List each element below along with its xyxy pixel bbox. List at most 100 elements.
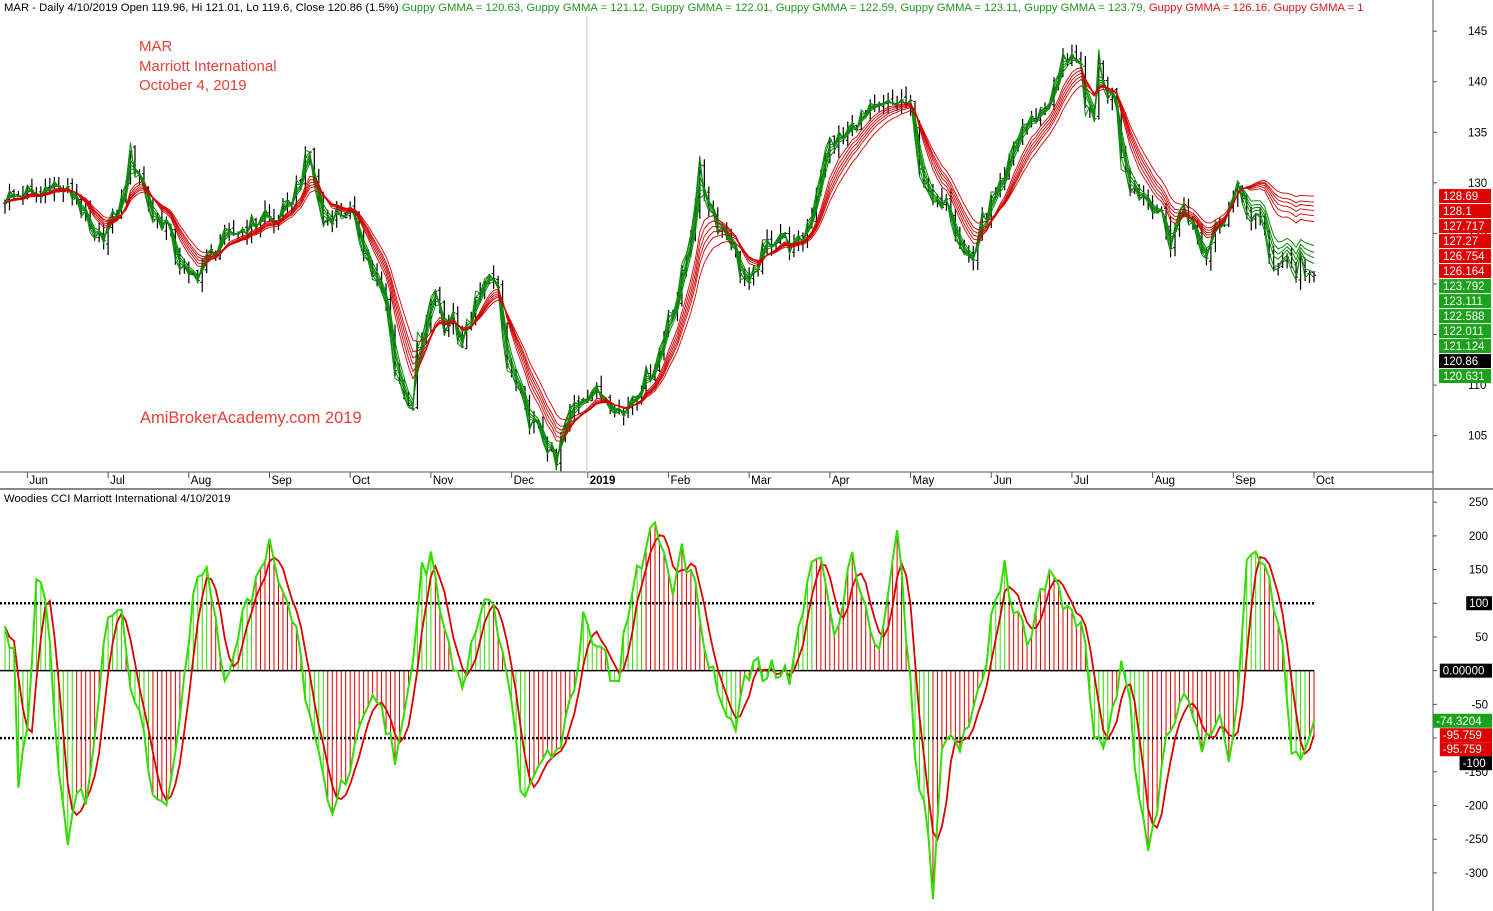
price-label-box [1439,309,1491,324]
price-tick-label: 140 [1468,77,1487,89]
price-label-box [1439,264,1491,279]
month-label: Mar [751,475,771,487]
cci-label-box [1466,596,1492,611]
cci-label-text: -100 [1463,758,1486,770]
month-label: May [913,475,935,487]
cci-label-box [1439,728,1492,743]
price-tick-label: 145 [1468,26,1487,38]
month-label: Aug [191,475,211,487]
month-label: Jun [993,475,1012,487]
price-tick-label: 130 [1468,178,1487,190]
header-gmma-4: Guppy GMMA = 123.11, [900,2,1024,14]
cci-tick-label: -300 [1465,868,1488,880]
price-x-ticks: Jun Jul Aug Sep Oct Nov Dec 2019 Feb Mar Apr May Jun… [26,16,1335,487]
price-label-text: 127.27 [1443,236,1478,248]
price-label-text: 120.631 [1443,371,1485,383]
gmma-line-60 [4,85,1315,421]
cci-label-text: -95.759 [1443,744,1482,756]
price-header-prefix: MAR - Daily 4/10/2019 Open 119.96, Hi 12… [4,2,402,14]
cci-tick-label: 200 [1469,531,1488,543]
cci-lines [4,520,1315,900]
month-label: Dec [514,475,535,487]
price-label-text: 121.124 [1443,341,1485,353]
watermark-site: AmiBrokerAcademy.com 2019 [140,409,362,427]
cci-tick-label: -50 [1471,699,1488,711]
cci-tick-label: -250 [1465,834,1488,846]
price-label-box [1439,279,1491,294]
cci-tick-label: 50 [1475,632,1488,644]
price-header: MAR - Daily 4/10/2019 Open 119.96, Hi 12… [4,2,1364,14]
cci-label-box [1439,742,1492,757]
cci-label-text: -74.3204 [1436,716,1482,728]
gmma-lines [4,49,1315,470]
price-value-labels: 128.69 128.1 127.717 127.27 126.754 126.164 12… [1439,189,1491,384]
watermark-company: Marriott International [139,58,277,75]
cci-panel: Woodies CCI Marriott International 4/10/… [0,490,1492,911]
price-label-box [1439,249,1491,264]
month-label: Jun [29,475,48,487]
gmma-line-15 [4,59,1315,456]
cci-value-labels: 100 0.00000 -74.3204 -95.759 -95.759 -100 [1433,596,1492,771]
cci-label-text: -95.759 [1443,730,1482,742]
price-label-text: 126.754 [1443,251,1485,263]
cci-label-text: 0.00000 [1443,666,1485,678]
price-label-text: 122.588 [1443,311,1485,323]
price-label-box [1439,189,1491,204]
price-label-text: 128.1 [1443,206,1472,218]
month-label: Oct [1316,475,1335,487]
cci-label-box [1459,756,1492,771]
gmma-line-50 [4,78,1315,427]
price-label-text: 127.717 [1443,221,1485,233]
price-label-box [1439,369,1491,384]
price-label-box [1439,219,1491,234]
cci-label-text: 100 [1469,598,1488,610]
price-label-box [1439,294,1491,309]
price-label-box [1439,339,1491,354]
cci-tick-label: 250 [1469,497,1488,509]
month-label: Nov [433,475,454,487]
watermark-ticker: MAR [139,38,173,55]
price-label-text: 123.111 [1443,296,1483,308]
price-label-box [1439,354,1491,369]
watermark: MAR Marriott International October 4, 20… [139,38,362,427]
watermark-date: October 4, 2019 [139,77,247,94]
month-label: Oct [352,475,371,487]
cci-label-box [1439,663,1492,678]
header-gmma-6: Guppy GMMA = 126.16, [1149,2,1274,14]
month-label: Apr [832,475,850,487]
price-label-box [1439,204,1491,219]
price-label-text: 126.164 [1443,266,1485,278]
header-gmma-3: Guppy GMMA = 122.59, [776,2,901,14]
price-tick-label: 135 [1468,127,1487,139]
month-label: Sep [1235,475,1255,487]
cci-header: Woodies CCI Marriott International 4/10/… [4,493,230,505]
month-label: 2019 [590,475,616,487]
cci-turbo-line [4,534,1315,842]
header-gmma-2: Guppy GMMA = 122.01, [651,2,776,14]
header-gmma-5: Guppy GMMA = 123.79, [1024,2,1149,14]
cci-main-line [4,520,1315,900]
cci-reference-lines [0,601,1314,740]
cci-tick-label: 150 [1469,565,1488,577]
month-label: Feb [670,475,690,487]
price-label-box [1439,324,1491,339]
price-panel: 105110115120125130135140145 JunJulAugSep… [0,0,1491,489]
month-label: Jul [110,475,125,487]
panel-separator [0,488,1493,490]
month-label: Aug [1155,475,1175,487]
price-label-text: 123.792 [1443,281,1485,293]
header-gmma-7: Guppy GMMA = 1 [1273,2,1363,14]
price-tick-label: 105 [1468,431,1487,443]
cci-tick-label: -200 [1465,801,1488,813]
header-gmma-0: Guppy GMMA = 120.63, [402,2,527,14]
price-label-text: 120.86 [1443,356,1478,368]
price-label-text: 122.011 [1443,326,1484,338]
header-gmma-1: Guppy GMMA = 121.12, [526,2,651,14]
cci-label-box [1433,713,1492,728]
price-label-text: 128.69 [1443,191,1478,203]
price-label-box [1439,234,1491,249]
month-label: Jul [1074,475,1089,487]
month-label: Sep [271,475,291,487]
